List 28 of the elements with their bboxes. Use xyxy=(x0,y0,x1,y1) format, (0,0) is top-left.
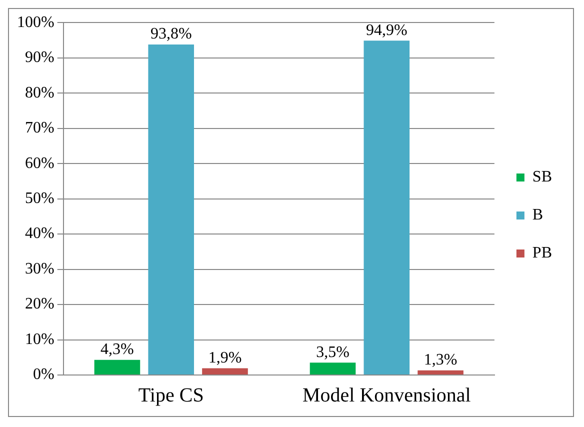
x-tick-label: Tipe CS xyxy=(138,384,204,406)
data-label: 1,3% xyxy=(424,352,458,369)
y-tick-label: 40% xyxy=(25,225,54,242)
y-tick-label: 50% xyxy=(25,190,54,208)
y-tick-label: 60% xyxy=(25,154,54,172)
y-tick-label: 90% xyxy=(25,49,54,66)
bar xyxy=(364,40,410,374)
y-tick-label: 100% xyxy=(17,14,54,31)
data-label: 93,8% xyxy=(150,26,192,43)
data-label: 94,9% xyxy=(366,22,408,39)
y-tick-label: 80% xyxy=(25,84,54,102)
data-label: 4,3% xyxy=(100,341,134,358)
data-label: 1,9% xyxy=(208,350,242,367)
bar xyxy=(310,362,356,374)
y-tick-label: 0% xyxy=(33,366,54,384)
y-tick-label: 20% xyxy=(25,296,54,313)
bar xyxy=(202,368,248,374)
bar xyxy=(148,44,194,374)
x-tick-label: Model Konvensional xyxy=(302,384,472,406)
legend-label: B xyxy=(532,206,544,224)
y-tick-label: 30% xyxy=(25,260,54,278)
bar xyxy=(418,370,464,374)
bar xyxy=(94,360,140,374)
legend-label: SB xyxy=(532,168,552,186)
legend-label: PB xyxy=(532,244,552,262)
data-label: 3,5% xyxy=(316,344,350,361)
y-tick-label: 10% xyxy=(25,330,54,348)
y-tick-label: 70% xyxy=(25,120,54,137)
